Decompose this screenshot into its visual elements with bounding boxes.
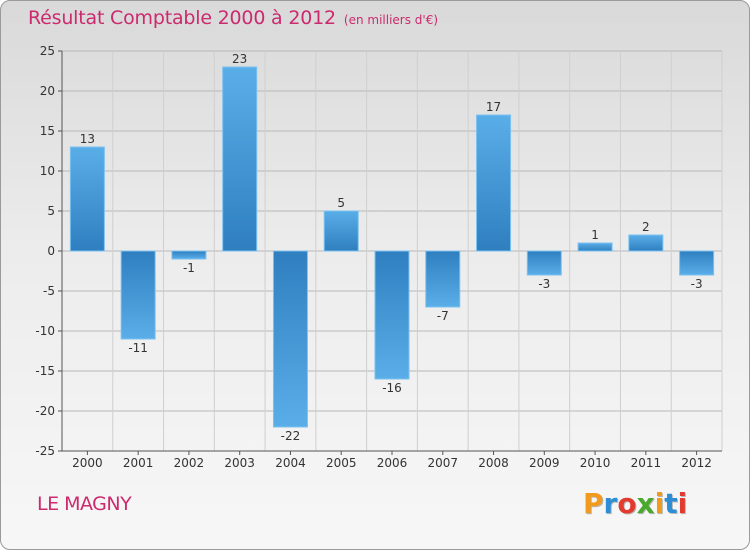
- data-label: 1: [591, 228, 599, 242]
- x-tick-label: 2011: [631, 456, 662, 470]
- x-tick-label: 2010: [580, 456, 611, 470]
- logo-letter: P: [583, 487, 604, 520]
- data-labels: 13 -11 -1 23 -22 5 -16 -7 17 -3 1 2 -3: [80, 52, 703, 443]
- bar: [425, 250, 461, 308]
- data-label: -1: [183, 261, 195, 275]
- x-tick-label: 2000: [72, 456, 103, 470]
- proxiti-logo: Proxiti: [583, 487, 687, 520]
- data-label: 17: [486, 100, 501, 114]
- title-block: Résultat Comptable 2000 à 2012 (en millie…: [28, 7, 438, 29]
- bar: [577, 242, 613, 252]
- bar: [374, 250, 410, 380]
- y-tick-label: -25: [35, 444, 55, 458]
- data-label: 23: [232, 52, 247, 66]
- bar: [120, 250, 156, 340]
- data-label: 5: [337, 196, 345, 210]
- bars: [69, 66, 715, 428]
- bar: [679, 250, 715, 276]
- x-tick-label: 2005: [326, 456, 357, 470]
- x-tick-label: 2004: [275, 456, 306, 470]
- bar: [272, 250, 308, 428]
- x-tick-label: 2008: [478, 456, 509, 470]
- y-tick-label: 15: [40, 124, 55, 138]
- chart-title: Résultat Comptable 2000 à 2012: [28, 7, 336, 29]
- bar: [69, 146, 105, 252]
- y-tick-label: 10: [40, 164, 55, 178]
- bar: [222, 66, 258, 252]
- y-tick-label: -10: [35, 324, 55, 338]
- logo-letter: t: [664, 487, 678, 520]
- y-tick-label: 25: [40, 44, 55, 58]
- data-label: -11: [128, 341, 148, 355]
- bar: [628, 234, 664, 252]
- logo-letter: o: [617, 487, 637, 520]
- x-tick-label: 2007: [427, 456, 458, 470]
- logo-letter: i: [654, 487, 665, 520]
- y-tick-label: 20: [40, 84, 55, 98]
- y-tick-label: -5: [43, 284, 55, 298]
- x-tick-label: 2012: [681, 456, 712, 470]
- data-label: -7: [437, 309, 449, 323]
- data-label: 13: [80, 132, 95, 146]
- x-tick-label: 2001: [123, 456, 154, 470]
- y-tick-label: 5: [47, 204, 55, 218]
- data-label: -22: [281, 429, 301, 443]
- logo-letter: x: [636, 487, 655, 520]
- x-tick-label: 2006: [377, 456, 408, 470]
- bar: [526, 250, 562, 276]
- data-label: -16: [382, 381, 402, 395]
- data-label: 2: [642, 220, 650, 234]
- bar: [476, 114, 512, 252]
- y-tick-label: 0: [47, 244, 55, 258]
- x-tick-label: 2009: [529, 456, 560, 470]
- data-label: -3: [691, 277, 703, 291]
- y-tick-label: -20: [35, 404, 55, 418]
- chart-subtitle: (en milliers d'€): [343, 13, 439, 27]
- data-label: -3: [538, 277, 550, 291]
- y-tick-label: -15: [35, 364, 55, 378]
- commune-name: LE MAGNY: [37, 493, 132, 515]
- bar: [323, 210, 359, 252]
- x-tick-label: 2003: [224, 456, 255, 470]
- logo-letter: r: [603, 487, 618, 520]
- bar: [171, 250, 207, 260]
- x-tick-label: 2002: [174, 456, 205, 470]
- logo-letter: i: [677, 487, 688, 520]
